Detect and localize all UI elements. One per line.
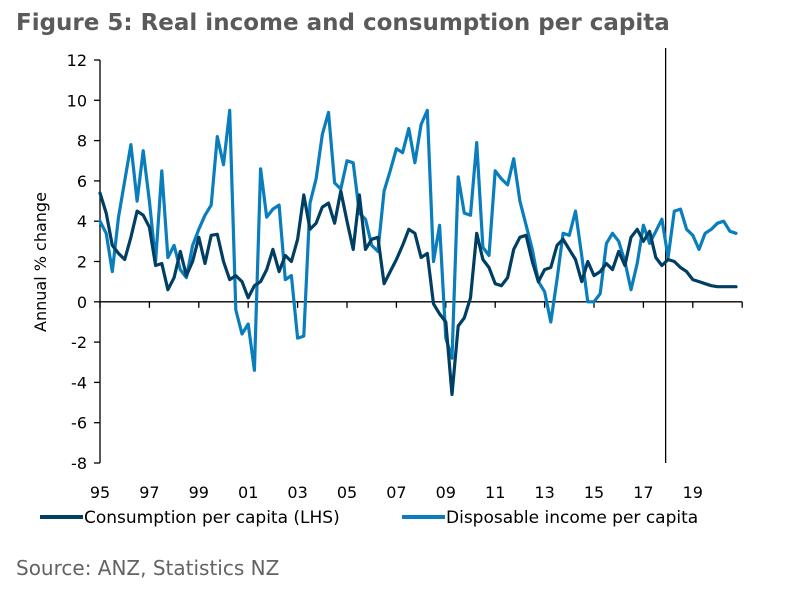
y-tick-label: -6 (71, 414, 87, 433)
legend: Consumption per capita (LHS) Disposable i… (40, 508, 698, 528)
series-line-1 (98, 108, 738, 372)
series-layer (98, 108, 738, 397)
x-tick-label: 11 (485, 483, 505, 502)
x-tick-label: 05 (337, 483, 357, 502)
x-tick-label: 99 (189, 483, 209, 502)
y-tick-label: 10 (67, 91, 87, 110)
y-tick-label: -8 (71, 454, 87, 473)
x-tick-label: 01 (238, 483, 258, 502)
x-tick-label: 97 (139, 483, 159, 502)
y-tick-label: -2 (71, 333, 87, 352)
x-tick-label: 07 (386, 483, 406, 502)
y-tick-label: 12 (67, 51, 87, 70)
chart-title: Figure 5: Real income and consumption pe… (16, 10, 670, 36)
series-line-0 (98, 189, 738, 397)
x-tick-label: 13 (534, 483, 554, 502)
legend-label-0: Consumption per capita (LHS) (84, 508, 340, 528)
x-tick-label: 95 (90, 483, 110, 502)
x-tick-label: 19 (683, 483, 703, 502)
y-axis-title: Annual % change (31, 192, 50, 332)
line-chart: 12 10 8 6 4 2 0 -2 -4 -6 -895 97 99 01 03 05 07 09 11 13 15 1… (31, 48, 743, 528)
x-tick-label: 09 (436, 483, 456, 502)
x-tick-label: 03 (287, 483, 307, 502)
source-note: Source: ANZ, Statistics NZ (16, 556, 280, 580)
y-tick-label: 4 (77, 212, 87, 231)
legend-label-1: Disposable income per capita (446, 508, 698, 528)
y-tick-label: -4 (71, 373, 87, 392)
y-tick-label: 8 (77, 132, 87, 151)
axes: 12 10 8 6 4 2 0 -2 -4 -6 -895 97 99 01 03 05 07 09 11 13 15 1… (31, 48, 743, 502)
y-tick-label: 0 (77, 293, 87, 312)
x-tick-label: 15 (584, 483, 604, 502)
y-tick-label: 6 (77, 172, 87, 191)
y-tick-label: 2 (77, 253, 87, 272)
x-tick-label: 17 (633, 483, 653, 502)
